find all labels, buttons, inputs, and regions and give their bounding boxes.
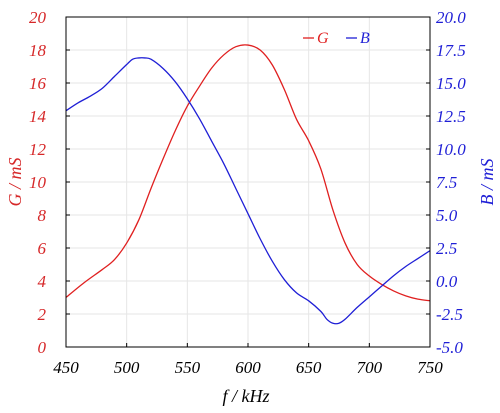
x-tick-label: 500 — [114, 358, 140, 377]
series-line-b — [65, 57, 431, 325]
x-tick-label: 550 — [175, 358, 201, 377]
left-axis-label: G / mS — [5, 158, 25, 207]
left-tick-label: 6 — [38, 239, 47, 258]
left-tick-label: 18 — [29, 41, 47, 60]
left-axis-ticks: 0 2 4 6 8 10 12 14 16 18 20 — [29, 8, 70, 357]
left-tick-label: 2 — [38, 305, 47, 324]
left-tick-label: 4 — [38, 272, 47, 291]
right-tick-label: 0.0 — [436, 272, 458, 291]
legend-label-b: B — [360, 30, 370, 47]
x-axis-ticks: 450 500 550 600 650 700 750 — [53, 343, 443, 377]
right-tick-label: 17.5 — [436, 41, 466, 60]
x-tick-label: 450 — [53, 358, 79, 377]
right-tick-label: 15.0 — [436, 74, 466, 93]
gridlines — [65, 16, 431, 348]
x-tick-label: 700 — [357, 358, 383, 377]
legend: G B — [303, 30, 370, 47]
x-tick-label: 600 — [235, 358, 261, 377]
series-lines — [65, 44, 431, 325]
right-tick-label: 10.0 — [436, 140, 466, 159]
x-axis-label: f / kHz — [223, 386, 270, 406]
x-tick-label: 650 — [296, 358, 322, 377]
right-tick-label: 7.5 — [436, 173, 457, 192]
left-tick-label: 16 — [29, 74, 47, 93]
right-axis-ticks: -5.0 -2.5 0.0 2.5 5.0 7.5 10.0 12.5 15.0 17.5 20.0 — [426, 8, 466, 357]
left-tick-label: 14 — [29, 107, 47, 126]
right-tick-label: 2.5 — [436, 239, 457, 258]
left-tick-label: 8 — [38, 206, 47, 225]
right-tick-label: 5.0 — [436, 206, 458, 225]
left-tick-label: 12 — [29, 140, 47, 159]
series-line-g — [65, 44, 431, 302]
left-tick-label: 0 — [38, 338, 47, 357]
x-tick-label: 750 — [417, 358, 443, 377]
legend-label-g: G — [317, 30, 329, 47]
left-tick-label: 10 — [29, 173, 47, 192]
right-tick-label: -5.0 — [436, 338, 463, 357]
right-tick-label: 12.5 — [436, 107, 466, 126]
right-axis-label: B / mS — [477, 159, 497, 206]
left-tick-label: 20 — [29, 8, 47, 27]
right-tick-label: -2.5 — [436, 305, 463, 324]
right-tick-label: 20.0 — [436, 8, 466, 27]
